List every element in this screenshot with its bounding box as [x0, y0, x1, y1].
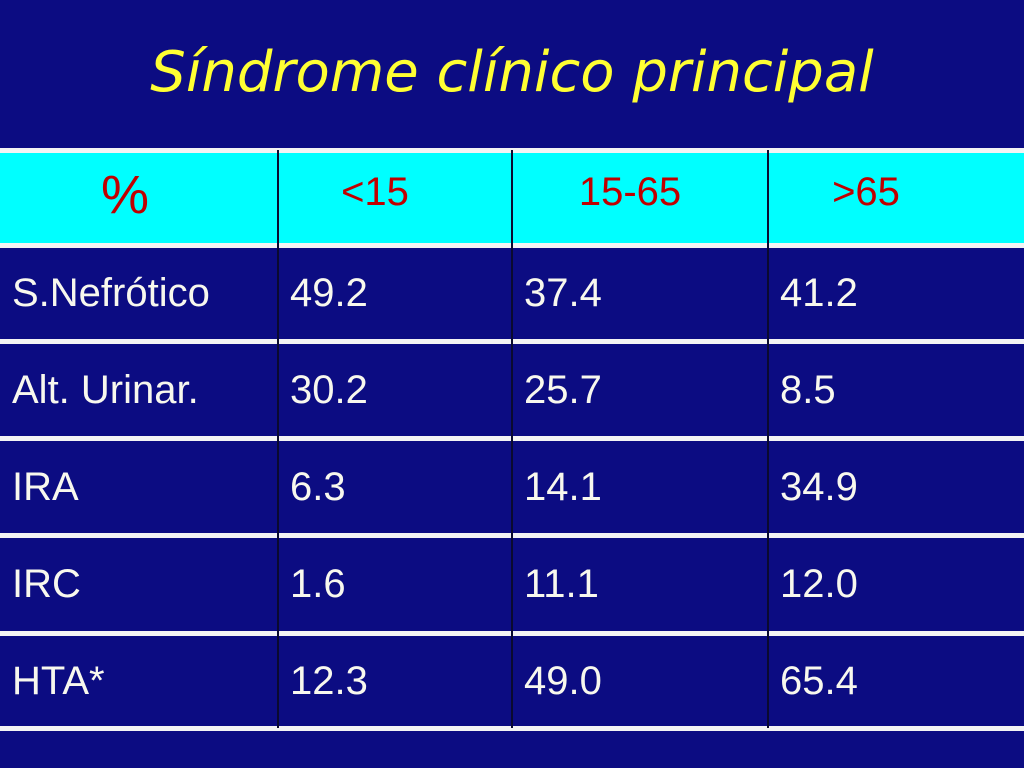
table-cell: 49.2 [290, 271, 368, 315]
row-label: IRA [12, 464, 79, 509]
row-label: HTA* [12, 658, 105, 703]
column-border [277, 150, 279, 728]
header-cell: >65 [832, 170, 900, 214]
table-cell: 14.1 [524, 464, 602, 509]
table-cell: 12.0 [780, 562, 858, 606]
table-cell: 25.7 [524, 367, 602, 412]
header-cell: <15 [341, 170, 409, 214]
row-label: S.Nefrótico [12, 271, 210, 315]
table-cell: 6.3 [290, 464, 346, 509]
table-cell: 11.1 [524, 562, 599, 606]
header-cell: % [100, 165, 149, 225]
table-cell: 41.2 [780, 271, 858, 315]
table-cell: 1.6 [290, 562, 346, 606]
column-border [511, 150, 513, 728]
row-border [0, 726, 1024, 731]
table-cell: 49.0 [524, 658, 602, 703]
table-cell: 30.2 [290, 367, 368, 412]
table-cell: 34.9 [780, 464, 858, 509]
table-cell: 12.3 [290, 658, 368, 703]
row-label: Alt. Urinar. [12, 367, 199, 412]
table-cell: 8.5 [780, 367, 836, 412]
table-cell: 65.4 [780, 658, 858, 703]
column-border [767, 150, 769, 728]
table-cell: 37.4 [524, 271, 602, 315]
slide-title: Síndrome clínico principal [150, 40, 874, 105]
row-label: IRC [12, 562, 81, 606]
header-cell: 15-65 [578, 170, 682, 214]
